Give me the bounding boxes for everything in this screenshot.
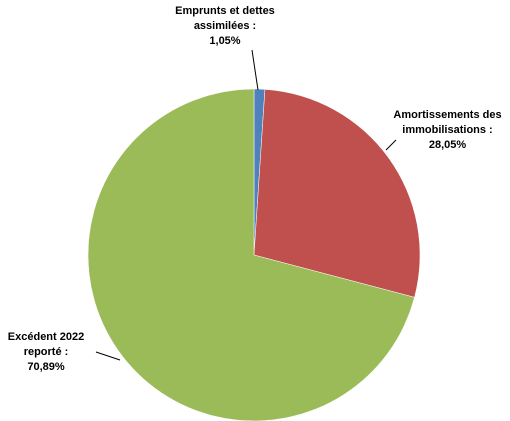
pie-slice bbox=[87, 88, 415, 421]
pie-slice bbox=[253, 89, 421, 298]
value-label: 28,05% bbox=[428, 139, 467, 151]
category-label: Excédent 2022 reporté : bbox=[7, 331, 85, 358]
leader-line bbox=[95, 351, 121, 361]
value-label: 1,05% bbox=[209, 35, 241, 47]
slice-label: Amortissements des immobilisations : 28,… bbox=[385, 108, 510, 153]
slice-label: Excédent 2022 reporté : 70,89% bbox=[0, 330, 92, 375]
value-label: 70,89% bbox=[27, 361, 65, 373]
slice-label: Emprunts et dettes assimilées : 1,05% bbox=[160, 4, 290, 49]
category-label: Amortissements des immobilisations : bbox=[393, 109, 502, 136]
leader-line bbox=[251, 49, 259, 91]
category-label: Emprunts et dettes assimilées : bbox=[175, 5, 275, 32]
leader-line bbox=[385, 139, 397, 151]
